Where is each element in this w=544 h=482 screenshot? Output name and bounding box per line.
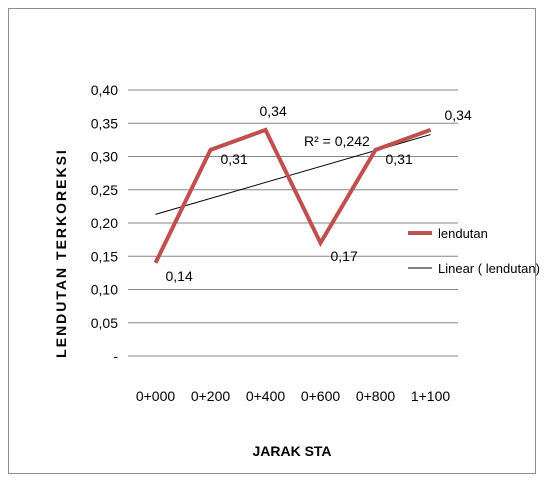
data-label: 0,34 bbox=[260, 103, 287, 119]
y-tick-label: 0,30 bbox=[91, 149, 118, 165]
x-tick-label: 0+000 bbox=[136, 388, 176, 404]
r-squared-label: R² = 0,242 bbox=[304, 133, 370, 149]
legend-label-linear: Linear ( lendutan) bbox=[438, 261, 540, 276]
series-layer bbox=[153, 127, 432, 264]
y-tick-label: 0,20 bbox=[91, 215, 118, 231]
y-tick-label: 0,05 bbox=[91, 315, 118, 331]
chart-frame bbox=[8, 8, 536, 474]
x-axis-title: JARAK STA bbox=[252, 443, 331, 459]
data-label: 0,31 bbox=[386, 151, 413, 167]
data-labels: 0,14 0,31 0,34 0,17 0,31 0,34 bbox=[166, 103, 472, 284]
y-tick-label: 0,40 bbox=[91, 82, 118, 98]
y-tick-label: 0,10 bbox=[91, 282, 118, 298]
data-label: 0,14 bbox=[166, 268, 193, 284]
data-label: 0,31 bbox=[221, 151, 248, 167]
y-tick-label: 0,15 bbox=[91, 248, 118, 264]
data-label: 0,17 bbox=[331, 248, 358, 264]
x-tick-label: 0+200 bbox=[191, 388, 231, 404]
x-tick-label: 0+400 bbox=[246, 388, 286, 404]
y-tick-labels: - 0,05 0,10 0,15 0,20 0,25 0,30 0,35 0,40 bbox=[91, 82, 119, 364]
x-tick-label: 1+100 bbox=[411, 388, 451, 404]
series-line-lendutan bbox=[153, 127, 432, 264]
y-tick-label: - bbox=[113, 348, 118, 364]
data-label: 0,34 bbox=[445, 107, 472, 123]
x-tick-labels: 0+000 0+200 0+400 0+600 0+800 1+100 bbox=[136, 388, 451, 404]
y-axis-title: LENDUTAN TERKOREKSI bbox=[53, 148, 69, 358]
x-tick-label: 0+600 bbox=[301, 388, 341, 404]
gridlines bbox=[128, 89, 458, 357]
x-tick-label: 0+800 bbox=[356, 388, 396, 404]
legend-label-lendutan: lendutan bbox=[438, 226, 488, 241]
legend: lendutan Linear ( lendutan) bbox=[408, 226, 540, 276]
y-tick-label: 0,25 bbox=[91, 182, 118, 198]
y-tick-label: 0,35 bbox=[91, 115, 118, 131]
